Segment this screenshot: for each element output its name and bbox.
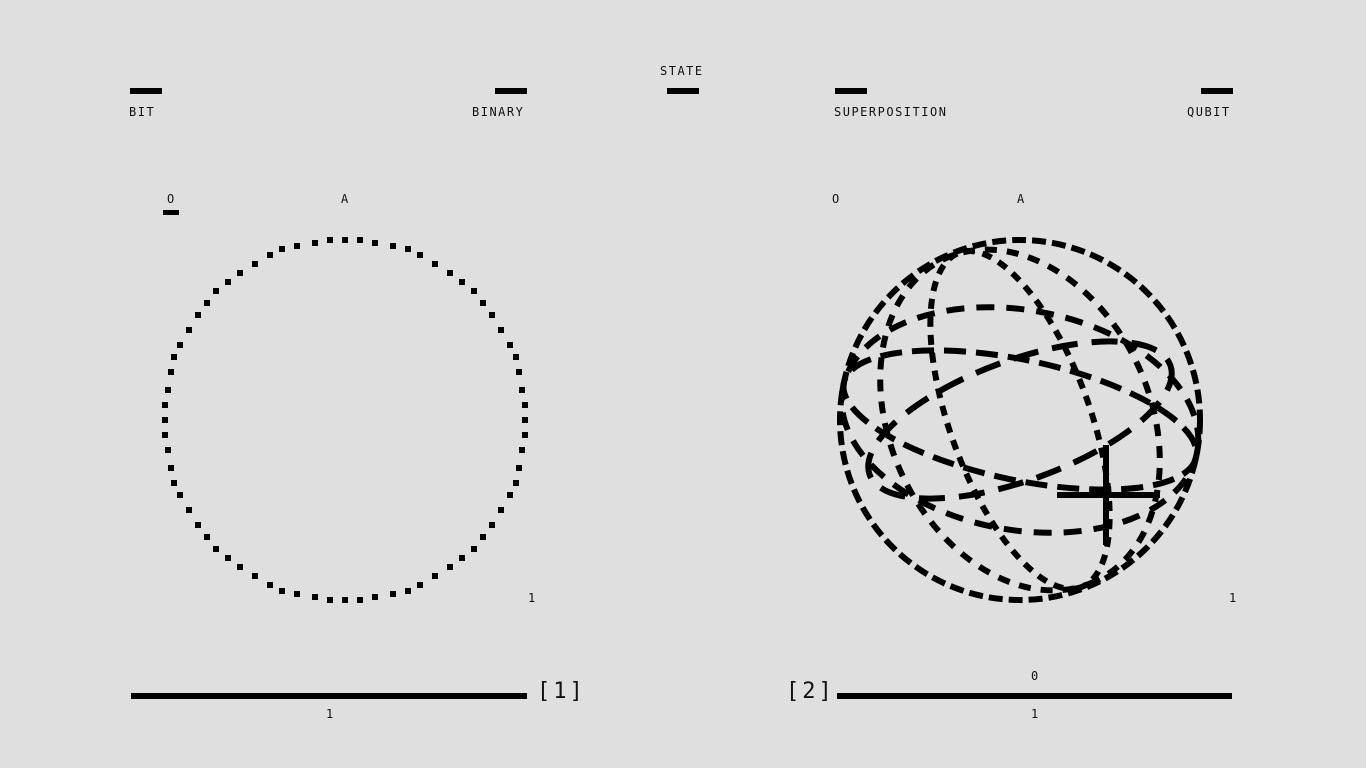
circle-dot <box>171 354 177 360</box>
circle-dot <box>267 582 273 588</box>
right-bottom-value: 1 <box>1031 707 1039 721</box>
circle-dot <box>516 369 522 375</box>
circle-dot <box>177 492 183 498</box>
circle-dot <box>498 327 504 333</box>
circle-dot <box>204 534 210 540</box>
circle-dot <box>162 402 168 408</box>
circle-dot <box>342 237 348 243</box>
left-axis-a: A <box>341 192 349 206</box>
binary-label: BINARY <box>472 105 525 119</box>
circle-dot <box>162 432 168 438</box>
circle-dot <box>480 300 486 306</box>
circle-dot <box>186 327 192 333</box>
circle-dot <box>225 555 231 561</box>
circle-dot <box>447 270 453 276</box>
qubit-label: QUBIT <box>1187 105 1231 119</box>
circle-dot <box>471 546 477 552</box>
circle-dot <box>279 246 285 252</box>
circle-dot <box>405 588 411 594</box>
qubit-sphere <box>837 237 1203 603</box>
circle-dot <box>195 522 201 528</box>
superposition-label: SUPERPOSITION <box>834 105 948 119</box>
circle-dot <box>213 288 219 294</box>
circle-dot <box>432 573 438 579</box>
circle-dot <box>204 300 210 306</box>
circle-dot <box>522 417 528 423</box>
right-progress-bar <box>837 693 1232 699</box>
circle-dot <box>507 492 513 498</box>
right-index: [2] <box>786 679 835 704</box>
circle-dot <box>513 480 519 486</box>
circle-dot <box>168 369 174 375</box>
left-axis-1: 1 <box>528 591 536 605</box>
right-axis-a: A <box>1017 192 1025 206</box>
circle-dot <box>471 288 477 294</box>
binary-bar <box>495 88 527 94</box>
circle-dot <box>171 480 177 486</box>
right-top-value: 0 <box>1031 669 1039 683</box>
superposition-bar <box>835 88 867 94</box>
circle-dot <box>195 312 201 318</box>
circle-dot <box>312 240 318 246</box>
circle-dot <box>357 597 363 603</box>
state-bar <box>667 88 699 94</box>
circle-dot <box>390 591 396 597</box>
circle-dot <box>405 246 411 252</box>
circle-dot <box>459 555 465 561</box>
circle-dot <box>519 447 525 453</box>
circle-dot <box>522 432 528 438</box>
circle-dot <box>327 237 333 243</box>
circle-dot <box>165 447 171 453</box>
left-progress-bar <box>131 693 527 699</box>
circle-dot <box>519 387 525 393</box>
circle-dot <box>165 387 171 393</box>
circle-dot <box>513 354 519 360</box>
circle-dot <box>162 417 168 423</box>
circle-dot <box>252 261 258 267</box>
circle-dot <box>417 582 423 588</box>
left-index: [1] <box>537 679 586 704</box>
circle-dot <box>447 564 453 570</box>
circle-dot <box>372 594 378 600</box>
circle-dot <box>168 465 174 471</box>
circle-dot <box>294 243 300 249</box>
circle-dot <box>225 279 231 285</box>
circle-dot <box>516 465 522 471</box>
circle-dot <box>480 534 486 540</box>
circle-dot <box>459 279 465 285</box>
circle-dot <box>312 594 318 600</box>
circle-dot <box>390 243 396 249</box>
qubit-bar <box>1201 88 1233 94</box>
bit-label: BIT <box>129 105 156 119</box>
left-bottom-value: 1 <box>326 707 334 721</box>
circle-dot <box>237 564 243 570</box>
circle-dot <box>177 342 183 348</box>
circle-dot <box>342 597 348 603</box>
state-label: STATE <box>660 64 704 78</box>
bit-bar <box>130 88 162 94</box>
circle-dot <box>498 507 504 513</box>
circle-dot <box>522 402 528 408</box>
circle-dot <box>432 261 438 267</box>
left-o-marker <box>163 210 179 215</box>
right-axis-1: 1 <box>1229 591 1237 605</box>
circle-dot <box>279 588 285 594</box>
circle-dot <box>252 573 258 579</box>
circle-dot <box>327 597 333 603</box>
circle-dot <box>237 270 243 276</box>
circle-dot <box>507 342 513 348</box>
circle-dot <box>417 252 423 258</box>
circle-dot <box>186 507 192 513</box>
right-axis-o: O <box>832 192 840 206</box>
circle-dot <box>489 522 495 528</box>
circle-dot <box>372 240 378 246</box>
bit-circle <box>162 237 528 603</box>
circle-dot <box>294 591 300 597</box>
left-axis-o: O <box>167 192 175 206</box>
circle-dot <box>489 312 495 318</box>
circle-dot <box>357 237 363 243</box>
circle-dot <box>267 252 273 258</box>
circle-dot <box>213 546 219 552</box>
